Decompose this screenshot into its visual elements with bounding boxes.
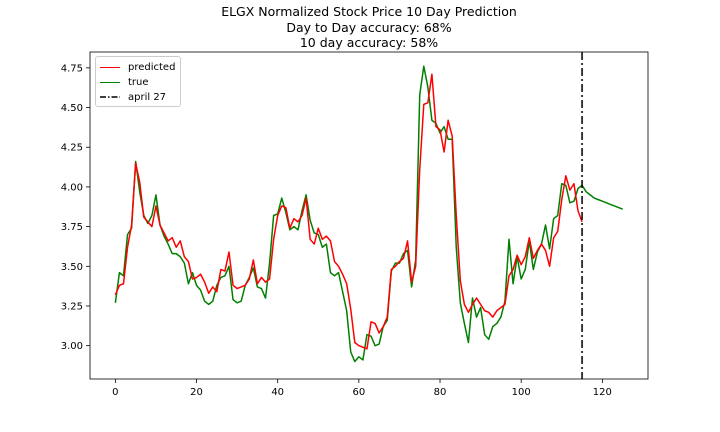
y-tick-label: 3.00 [61, 341, 83, 352]
chart-legend: predicted true april 27 [95, 56, 181, 107]
x-tick-label: 60 [352, 387, 365, 398]
legend-label-predicted: predicted [128, 61, 176, 73]
legend-swatch-predicted [100, 66, 120, 68]
chart-title: ELGX Normalized Stock Price 10 Day Predi… [0, 4, 720, 51]
x-tick-label: 40 [271, 387, 284, 398]
legend-swatch-april-27 [100, 96, 120, 98]
y-tick-label: 3.25 [61, 301, 83, 312]
y-tick-label: 4.75 [61, 63, 83, 74]
legend-label-april-27: april 27 [128, 91, 167, 103]
plot-frame [89, 51, 649, 380]
x-tick-label: 20 [190, 387, 203, 398]
x-tick-label: 0 [112, 387, 118, 398]
x-tick-label: 100 [512, 387, 531, 398]
y-tick-label: 4.50 [61, 103, 83, 114]
y-tick-label: 4.00 [61, 182, 83, 193]
x-axis-ticks: 0 20 40 60 80 100 120 [112, 379, 612, 398]
y-tick-label: 4.25 [61, 143, 83, 154]
legend-item-april-27: april 27 [100, 90, 166, 104]
legend-swatch-true [100, 81, 120, 83]
title-line-2: Day to Day accuracy: 68% [286, 19, 452, 35]
series-line-forecast [581, 184, 623, 210]
legend-label-true: true [128, 76, 149, 88]
title-line-3: 10 day accuracy: 58% [299, 35, 439, 50]
series-layer [114, 65, 623, 363]
y-axis-ticks: 3.00 3.25 3.50 3.75 4.00 4.25 4.50 4.75 [61, 63, 90, 352]
legend-item-predicted: predicted [100, 60, 175, 74]
series-line-true [114, 65, 583, 363]
legend-item-true: true [100, 75, 149, 89]
y-tick-label: 3.75 [61, 222, 83, 233]
title-line-1: ELGX Normalized Stock Price 10 Day Predi… [221, 4, 517, 19]
x-tick-label: 80 [434, 387, 447, 398]
x-tick-label: 120 [593, 387, 612, 398]
y-tick-label: 3.50 [61, 262, 83, 273]
series-line-predicted [114, 73, 583, 350]
